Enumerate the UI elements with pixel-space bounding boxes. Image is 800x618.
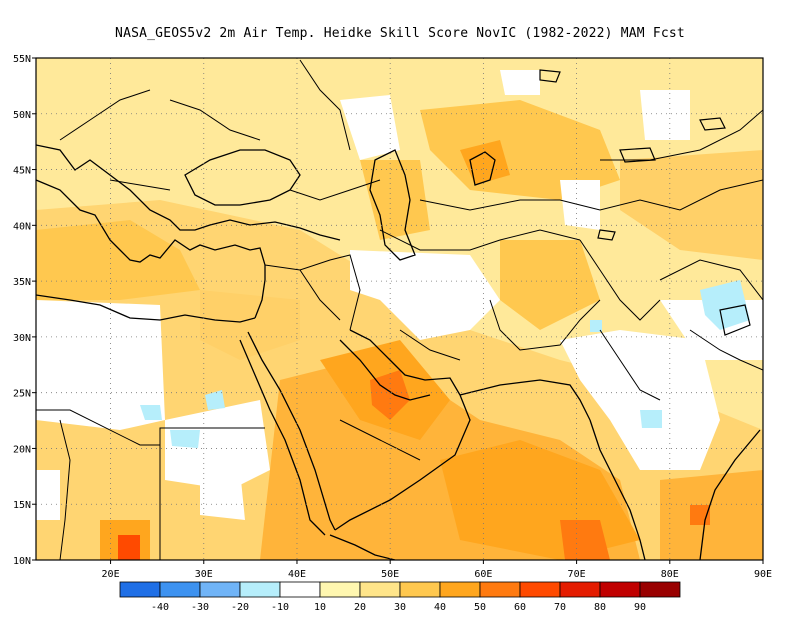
colorbar-swatch xyxy=(359,581,401,598)
colorbar-swatch xyxy=(159,581,201,598)
colorbar-swatch xyxy=(239,581,281,598)
colorbar-swatch xyxy=(199,581,241,598)
colorbar-label: 60 xyxy=(514,602,526,613)
colorbar-swatch xyxy=(119,581,161,598)
lat-label: 30N xyxy=(13,333,31,344)
colorbar-label: 80 xyxy=(594,602,606,613)
colorbar xyxy=(119,581,681,598)
lon-label: 90E xyxy=(754,569,772,580)
colorbar-label: 10 xyxy=(314,602,326,613)
colorbar-swatch xyxy=(279,581,321,598)
colorbar-label: -30 xyxy=(191,602,209,613)
lat-label: 10N xyxy=(13,556,31,567)
colorbar-label: 90 xyxy=(634,602,646,613)
longitude-labels: 20E 30E 40E 50E 60E 70E 80E 90E xyxy=(102,569,772,580)
colorbar-swatch xyxy=(639,581,681,598)
axis-ticks xyxy=(32,57,764,564)
lon-label: 30E xyxy=(195,569,213,580)
plot-frame xyxy=(35,57,764,561)
colorbar-label: -40 xyxy=(151,602,169,613)
colorbar-swatch xyxy=(599,581,641,598)
lat-label: 25N xyxy=(13,389,31,400)
lon-label: 40E xyxy=(288,569,306,580)
lat-label: 55N xyxy=(13,54,31,65)
colorbar-label: 20 xyxy=(354,602,366,613)
lat-label: 15N xyxy=(13,500,31,511)
colorbar-swatch xyxy=(439,581,481,598)
lat-label: 40N xyxy=(13,221,31,232)
colorbar-swatch xyxy=(319,581,361,598)
lat-label: 45N xyxy=(13,166,31,177)
lon-label: 80E xyxy=(661,569,679,580)
colorbar-swatch xyxy=(519,581,561,598)
coastlines-and-borders xyxy=(36,59,763,560)
colorbar-swatch xyxy=(479,581,521,598)
colorbar-label: 50 xyxy=(474,602,486,613)
lat-label: 35N xyxy=(13,277,31,288)
skill-score-field xyxy=(36,58,763,560)
colorbar-swatch xyxy=(399,581,441,598)
colorbar-label: 40 xyxy=(434,602,446,613)
colorbar-label: 30 xyxy=(394,602,406,613)
gridlines xyxy=(36,58,763,560)
lat-label: 20N xyxy=(13,444,31,455)
map-title: NASA_GEOS5v2 2m Air Temp. Heidke Skill S… xyxy=(115,26,685,41)
colorbar-swatch xyxy=(559,581,601,598)
lon-label: 20E xyxy=(102,569,120,580)
colorbar-label: -10 xyxy=(271,602,289,613)
lon-label: 50E xyxy=(381,569,399,580)
colorbar-label: 70 xyxy=(554,602,566,613)
lon-label: 70E xyxy=(568,569,586,580)
lon-label: 60E xyxy=(474,569,492,580)
colorbar-label: -20 xyxy=(231,602,249,613)
lat-label: 50N xyxy=(13,110,31,121)
colorbar-labels: -40 -30 -20 -10 10 20 30 40 50 60 70 80 90 xyxy=(151,602,646,613)
latitude-labels: 55N 50N 45N 40N 35N 30N 25N 20N 15N 10N xyxy=(13,54,31,567)
